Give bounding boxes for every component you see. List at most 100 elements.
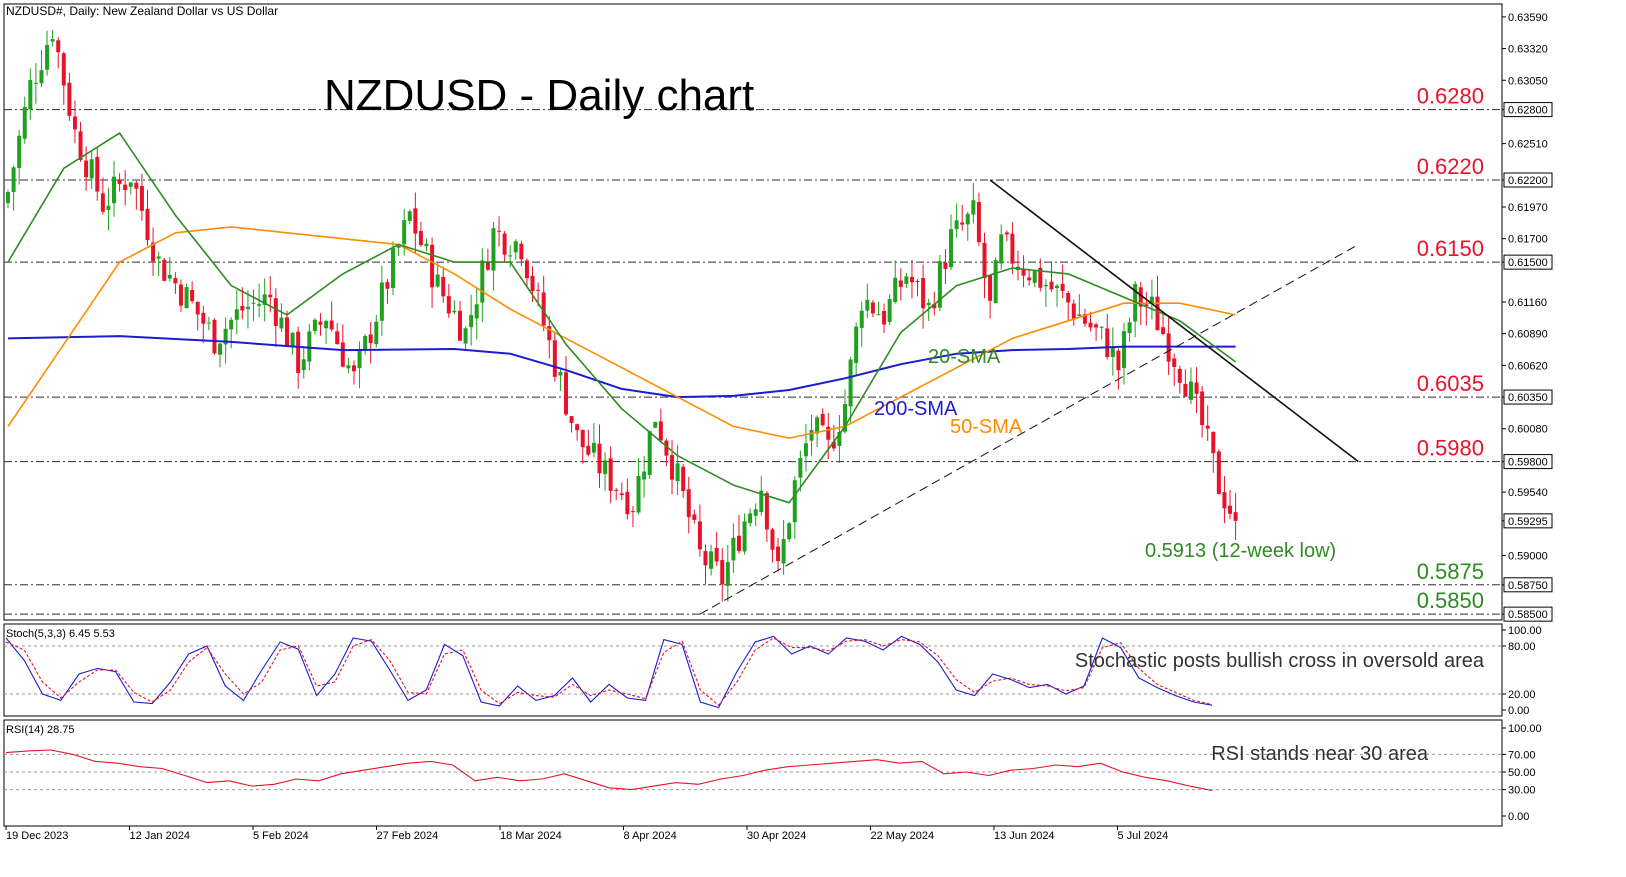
y-tick-box <box>1503 254 1553 270</box>
candle-body <box>441 276 446 297</box>
candle-body <box>882 310 887 325</box>
candle-body <box>1122 331 1126 368</box>
y-tick-box <box>1503 577 1553 593</box>
candle-body <box>139 186 144 211</box>
candle-body <box>915 280 920 282</box>
candle-body <box>95 156 100 192</box>
y-tick-label: 0.60350 <box>1508 392 1548 404</box>
candle-body <box>112 176 117 204</box>
y-tick-label: 0.59295 <box>1508 516 1548 528</box>
candle-body <box>1138 287 1143 307</box>
rsi-tick-label: 100.00 <box>1508 723 1542 735</box>
sub-panels: Stoch(5,3,3) 6.45 5.53 100.00 80.00 20.00 0.… <box>4 625 1542 823</box>
candle-body <box>547 326 552 341</box>
candle-body <box>178 284 183 306</box>
candle-body <box>580 429 585 448</box>
candle-body <box>418 231 423 246</box>
candle-body <box>162 259 167 281</box>
sma50-label: 50-SMA <box>950 416 1023 438</box>
symbol-info: NZDUSD#, Daily: New Zealand Dollar vs US… <box>6 4 278 18</box>
rsi-line <box>5 749 1213 792</box>
candle-body <box>630 511 635 513</box>
main-panel-frame <box>3 3 1503 621</box>
candle-body <box>100 193 105 212</box>
candle-body <box>759 490 764 512</box>
stochastic-signal-line <box>5 637 1213 706</box>
candle-body <box>781 539 786 564</box>
candle-body <box>22 106 27 139</box>
candle-body <box>709 551 714 569</box>
y-tick-label: 0.59540 <box>1508 487 1548 499</box>
x-tick-label: 5 Jul 2024 <box>1118 830 1169 842</box>
candle-body <box>396 246 401 248</box>
candle-body <box>999 234 1004 264</box>
candle-body <box>675 463 680 482</box>
candle-body <box>324 320 329 329</box>
candle-body <box>541 292 546 326</box>
candle-body <box>245 306 250 310</box>
stochastic-note: Stochastic posts bullish cross in overso… <box>1075 650 1485 672</box>
candle-body <box>1032 271 1037 283</box>
candle-body <box>552 340 557 377</box>
candle-body <box>33 82 38 84</box>
candle-body <box>1116 350 1121 371</box>
candle-body <box>988 275 993 301</box>
stochastic-label: Stoch(5,3,3) 6.45 5.53 <box>6 628 115 640</box>
rsi-note: RSI stands near 30 area <box>1211 743 1429 765</box>
candle-body <box>28 80 33 110</box>
candle-body <box>167 274 172 279</box>
candle-body <box>502 233 507 255</box>
candle-body <box>329 320 334 330</box>
candle-body <box>558 371 563 376</box>
candle-body <box>1082 314 1087 324</box>
candle-body <box>1183 383 1188 397</box>
x-tick-label: 22 May 2024 <box>871 830 935 842</box>
y-tick-label: 0.62800 <box>1508 105 1548 117</box>
y-tick-label: 0.58500 <box>1508 609 1548 621</box>
candle-body <box>586 445 591 455</box>
y-tick-label: 0.63590 <box>1508 12 1548 24</box>
y-tick-box <box>1503 172 1553 188</box>
candle-body <box>870 302 875 314</box>
candle-body <box>368 334 373 344</box>
candle-body <box>1194 382 1199 394</box>
candle-body <box>1161 327 1166 334</box>
candle-body <box>736 535 741 552</box>
candle-body <box>597 443 602 474</box>
rsi-tick-label: 0.00 <box>1508 811 1529 823</box>
candle-body <box>452 310 457 313</box>
candle-body <box>943 262 948 269</box>
rsi-label: RSI(14) 28.75 <box>6 724 74 736</box>
candle-body <box>519 243 524 260</box>
candle-body <box>725 562 730 586</box>
y-tick-label: 0.59800 <box>1508 457 1548 469</box>
candle-body <box>1211 431 1216 454</box>
candle-body <box>530 275 535 292</box>
candle-body <box>1200 391 1205 426</box>
candle-body <box>748 513 753 524</box>
candle-body <box>1088 322 1093 328</box>
candle-body <box>909 276 914 283</box>
y-tick-box <box>1503 389 1553 405</box>
candle-body <box>469 314 474 328</box>
stochastic-tick-label: 80.00 <box>1508 641 1536 653</box>
candle-body <box>218 343 223 355</box>
candle-body <box>564 372 568 415</box>
candle-body <box>614 489 619 491</box>
candle-body <box>731 537 736 561</box>
y-tick-label: 0.63050 <box>1508 75 1548 87</box>
stochastic-main-line <box>5 635 1213 709</box>
stochastic-tick-label: 0.00 <box>1508 705 1529 717</box>
candle-body <box>686 489 691 518</box>
candle-body <box>1004 232 1009 235</box>
candle-body <box>820 413 825 426</box>
y-tick-label: 0.61970 <box>1508 202 1548 214</box>
candle-body <box>335 331 340 345</box>
candle-body <box>206 322 211 324</box>
candle-body <box>296 331 301 373</box>
candle-body <box>524 260 529 279</box>
candle-body <box>145 208 150 241</box>
candle-body <box>17 135 22 168</box>
candle-body <box>1233 512 1238 521</box>
candle-body <box>262 294 267 305</box>
